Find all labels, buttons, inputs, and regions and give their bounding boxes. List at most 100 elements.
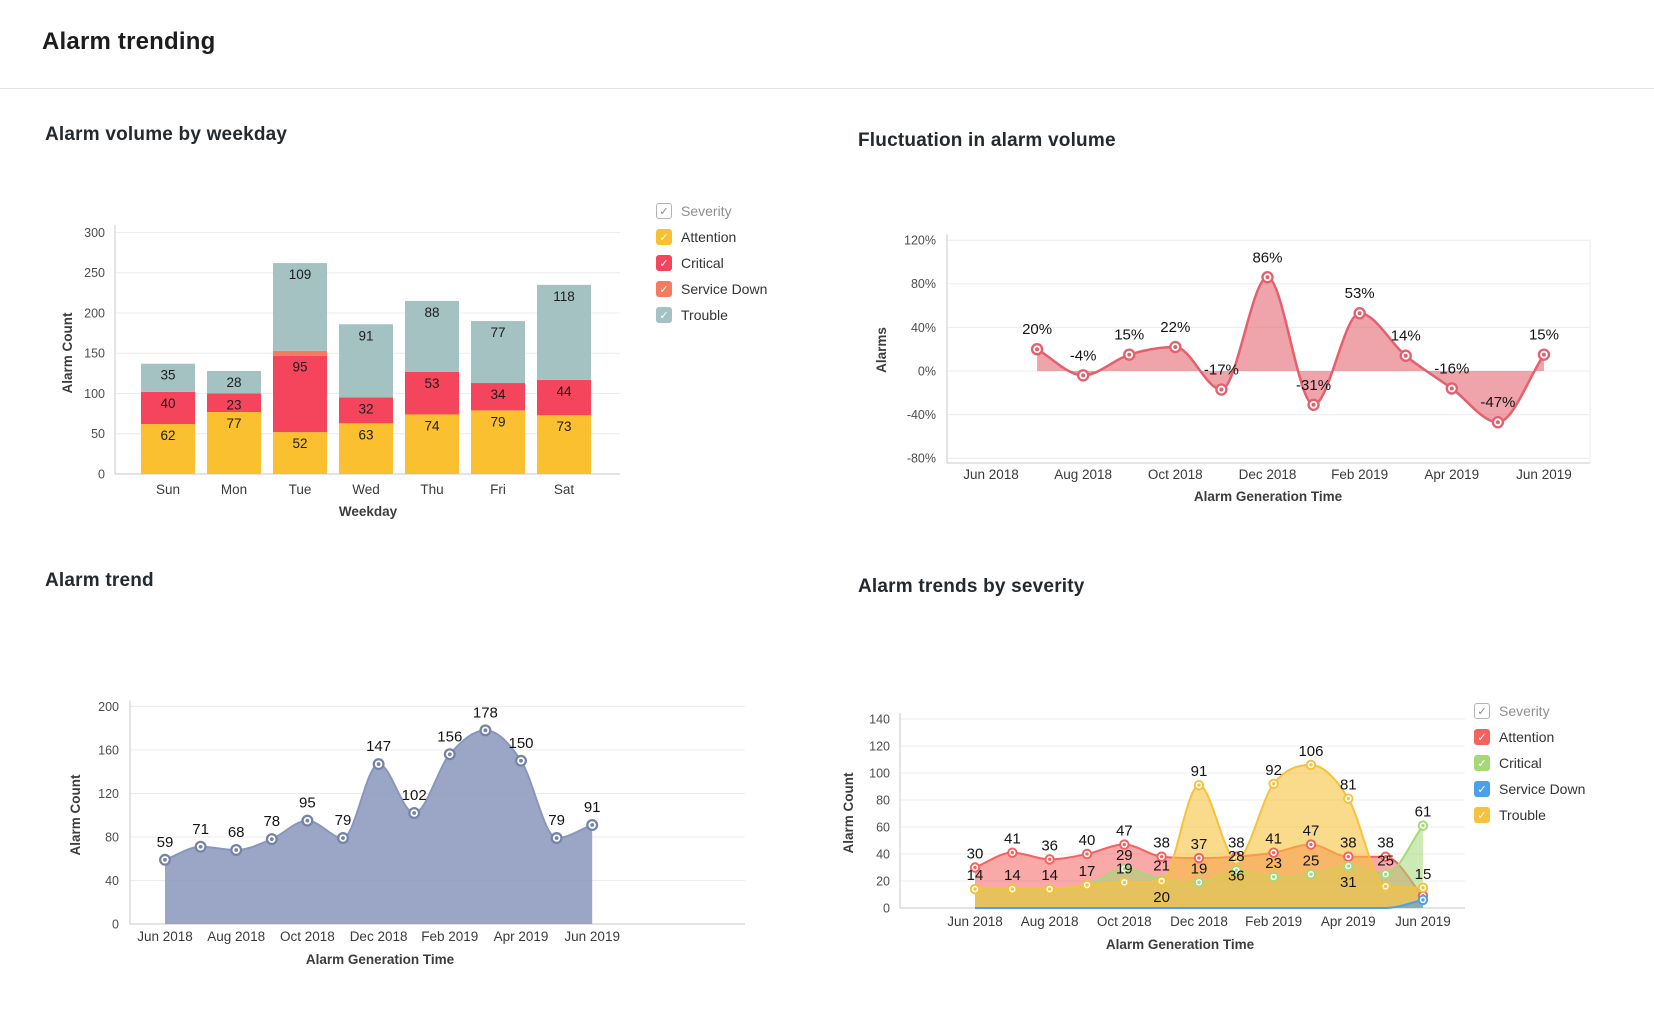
data-point[interactable] (969, 883, 981, 895)
bar-segment-trouble[interactable] (405, 300, 459, 372)
data-point[interactable] (1215, 383, 1228, 396)
bar-segment-trouble[interactable] (273, 263, 327, 351)
data-point[interactable] (159, 853, 171, 866)
attention-checkbox-icon[interactable]: ✓ (1474, 729, 1490, 745)
data-point[interactable] (586, 818, 599, 831)
data-point[interactable] (1399, 349, 1412, 362)
data-point[interactable] (1081, 848, 1093, 860)
bar-segment-attention[interactable] (339, 423, 393, 474)
legend-item-trouble[interactable]: ✓ Trouble (1474, 807, 1585, 823)
trouble-checkbox-icon[interactable]: ✓ (656, 307, 672, 323)
legend-item-critical[interactable]: ✓ Critical (656, 255, 767, 271)
bar-segment-attention[interactable] (207, 412, 261, 474)
data-point[interactable] (1007, 883, 1018, 895)
data-point[interactable] (1044, 854, 1055, 865)
data-point[interactable] (1305, 759, 1317, 771)
severity-checkbox-icon[interactable]: ✓ (1474, 703, 1490, 719)
data-point[interactable] (1119, 839, 1130, 850)
data-point[interactable] (1380, 851, 1391, 862)
data-point[interactable] (1119, 863, 1130, 875)
data-point[interactable] (1231, 865, 1242, 876)
data-point[interactable] (194, 840, 207, 853)
data-point[interactable] (1119, 877, 1130, 888)
data-point[interactable] (1231, 854, 1242, 865)
data-point[interactable] (1353, 307, 1366, 320)
legend-severity-toggle[interactable]: ✓ Severity (656, 203, 767, 219)
bar-segment-attention[interactable] (471, 410, 525, 474)
data-point[interactable] (1193, 779, 1205, 791)
data-point[interactable] (1076, 369, 1090, 382)
data-point[interactable] (1417, 882, 1429, 893)
data-point[interactable] (1445, 382, 1459, 395)
data-point[interactable] (1305, 869, 1317, 880)
data-point[interactable] (301, 814, 314, 827)
data-point[interactable] (515, 754, 527, 767)
bar-segment-trouble[interactable] (207, 370, 261, 394)
service-down-checkbox-icon[interactable]: ✓ (1474, 781, 1490, 797)
data-point[interactable] (1123, 348, 1136, 361)
legend-severity-toggle[interactable]: ✓ Severity (1474, 703, 1585, 719)
data-point[interactable] (1343, 851, 1354, 862)
bar-segment-critical[interactable] (207, 393, 261, 413)
bar-segment-critical[interactable] (405, 371, 459, 415)
data-point[interactable] (1417, 820, 1429, 831)
legend-item-critical[interactable]: ✓ Critical (1474, 755, 1585, 771)
trouble-checkbox-icon[interactable]: ✓ (1474, 807, 1490, 823)
data-point[interactable] (1380, 869, 1391, 880)
data-point[interactable] (1044, 883, 1055, 895)
data-point[interactable] (1491, 416, 1505, 429)
bar-segment-critical[interactable] (273, 355, 327, 433)
data-point[interactable] (372, 758, 385, 771)
legend-item-service-down[interactable]: ✓ Service Down (656, 281, 767, 297)
data-point[interactable] (1169, 340, 1182, 354)
bar-segment-attention[interactable] (405, 414, 459, 474)
critical-checkbox-icon[interactable]: ✓ (1474, 755, 1490, 771)
data-point[interactable] (230, 844, 243, 857)
bar-segment-trouble[interactable] (141, 363, 195, 392)
bar-segment-service-down[interactable] (273, 350, 327, 356)
data-point[interactable] (1343, 793, 1354, 804)
data-point[interactable] (337, 832, 349, 845)
data-point[interactable] (1007, 847, 1018, 858)
bar-segment-attention[interactable] (273, 432, 327, 474)
data-point[interactable] (550, 832, 563, 845)
bar-segment-critical[interactable] (537, 379, 591, 416)
severity-checkbox-icon[interactable]: ✓ (656, 203, 672, 219)
service-down-checkbox-icon[interactable]: ✓ (656, 281, 672, 297)
bar-segment-attention[interactable] (141, 424, 195, 474)
bar-segment-critical[interactable] (339, 397, 393, 424)
data-point[interactable] (1193, 852, 1205, 864)
data-point[interactable] (1081, 879, 1093, 891)
data-point[interactable] (969, 862, 981, 873)
data-point[interactable] (1261, 271, 1274, 284)
data-point[interactable] (479, 724, 492, 737)
bar-segment-trouble[interactable] (339, 324, 393, 398)
bar-segment-trouble[interactable] (537, 284, 591, 380)
data-point[interactable] (265, 833, 278, 846)
bar-segment-attention[interactable] (537, 415, 591, 474)
legend-item-attention[interactable]: ✓ Attention (656, 229, 767, 245)
data-point[interactable] (1268, 871, 1279, 883)
legend-item-attention[interactable]: ✓ Attention (1474, 729, 1585, 745)
data-point[interactable] (1380, 881, 1391, 892)
data-point[interactable] (1193, 877, 1205, 888)
data-point[interactable] (1343, 860, 1354, 872)
critical-checkbox-icon[interactable]: ✓ (656, 255, 672, 271)
bar-segment-trouble[interactable] (471, 321, 525, 384)
data-point[interactable] (1268, 847, 1279, 858)
data-point[interactable] (408, 807, 421, 820)
data-point[interactable] (443, 748, 456, 761)
data-point[interactable] (1307, 398, 1320, 411)
attention-checkbox-icon[interactable]: ✓ (656, 229, 672, 245)
legend-item-service-down[interactable]: ✓ Service Down (1474, 781, 1585, 797)
data-point[interactable] (1156, 875, 1167, 887)
legend-item-trouble[interactable]: ✓ Trouble (656, 307, 767, 323)
data-point[interactable] (1156, 851, 1167, 862)
data-point[interactable] (1537, 348, 1551, 361)
data-point[interactable] (1268, 778, 1279, 789)
data-point[interactable] (1305, 839, 1317, 850)
data-point[interactable] (1417, 894, 1429, 906)
bar-segment-critical[interactable] (471, 383, 525, 411)
bar-segment-critical[interactable] (141, 391, 195, 425)
data-point[interactable] (1030, 343, 1044, 356)
